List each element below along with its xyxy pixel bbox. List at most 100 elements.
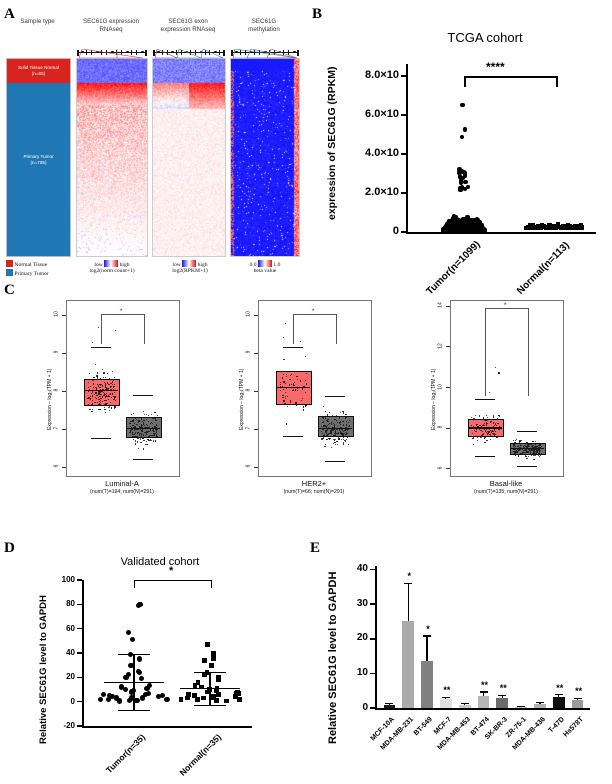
jitter-point (472, 438, 474, 440)
data-point (233, 690, 239, 696)
jitter-point (112, 386, 115, 388)
jitter-point (301, 388, 303, 390)
jitter-point (338, 417, 341, 419)
jitter-point (90, 398, 92, 400)
jitter-point (112, 389, 114, 391)
jitter-point (282, 374, 284, 376)
jitter-point (146, 418, 148, 421)
jitter-point (282, 394, 284, 396)
jitter-point (481, 425, 483, 427)
jitter-point (521, 448, 523, 450)
jitter-point (342, 425, 345, 427)
jitter-point (92, 380, 94, 382)
jitter-point (134, 427, 136, 430)
jitter-point (327, 433, 329, 436)
jitter-point (487, 435, 489, 437)
significance-bracket (485, 308, 529, 396)
jitter-point (491, 430, 494, 432)
jitter-point (143, 439, 145, 441)
y-axis-tick (370, 707, 375, 709)
jitter-point (155, 430, 158, 432)
y-axis-tick (370, 672, 375, 675)
jitter-point (295, 402, 297, 404)
jitter-point (111, 407, 113, 409)
jitter-point (103, 406, 105, 408)
jitter-point (324, 430, 326, 433)
jitter-point (531, 453, 533, 455)
hmA2-canvas (153, 59, 225, 256)
jitter-point (480, 427, 483, 429)
jitter-point (321, 438, 323, 440)
x-axis-group-label: Normal(n=35) (177, 732, 224, 778)
bar (402, 621, 415, 708)
y-axis-tick (77, 652, 82, 654)
y-axis-tick-label: 10 (245, 311, 252, 317)
legend-scale-high: 1.0 (273, 262, 281, 268)
whisker-upper (283, 346, 303, 348)
jitter-point (513, 445, 515, 447)
jitter-point (136, 423, 138, 426)
panel-c-subplot: * 6 8 10 12 14 Expression − log₂(TPM + 1) Basal… (431, 300, 564, 495)
jitter-point (524, 454, 526, 457)
jitter-point (513, 446, 515, 448)
jitter-point (345, 416, 347, 418)
data-point (477, 220, 483, 226)
jitter-point (96, 395, 98, 397)
jitter-point (332, 430, 334, 432)
jitter-point (112, 370, 114, 373)
x-axis-sublabel: (num(T)=135; num(N)=291) (474, 489, 538, 495)
jitter-point (492, 435, 494, 438)
sample-block-normal (7, 59, 70, 83)
jitter-point (341, 433, 343, 435)
jitter-point (484, 437, 486, 439)
jitter-point (339, 421, 341, 423)
jitter-point (538, 448, 541, 450)
jitter-point (498, 435, 500, 437)
jitter-point (538, 452, 540, 454)
jitter-point (535, 453, 537, 455)
jitter-point (92, 395, 94, 397)
jitter-point (347, 436, 349, 438)
significance-label: ** (499, 683, 507, 694)
jitter-point (476, 423, 479, 425)
data-point (214, 688, 220, 694)
jitter-point (293, 388, 295, 391)
data-point (126, 697, 132, 704)
data-point (460, 175, 465, 181)
jitter-point (329, 438, 331, 441)
jitter-point (342, 436, 344, 438)
y-axis-tick-label: 10 (53, 311, 60, 317)
significance-label: * (312, 309, 315, 316)
jitter-point (525, 447, 528, 450)
legend-label-normal: Normal Tissue (14, 262, 48, 268)
y-axis-tick-label: 40 (356, 563, 368, 575)
jitter-point (487, 430, 489, 433)
jitter-point (108, 395, 110, 397)
jitter-point (105, 399, 107, 401)
jitter-point (131, 413, 133, 415)
jitter-point (527, 451, 529, 453)
jitter-point (532, 451, 534, 453)
error-bar (445, 697, 447, 700)
jitter-point (147, 415, 149, 417)
jitter-point (153, 427, 155, 430)
jitter-point (98, 395, 100, 398)
jitter-point (524, 451, 526, 453)
jitter-point (527, 455, 530, 457)
median-line (468, 427, 502, 429)
jitter-point (531, 449, 533, 452)
jitter-point (334, 424, 336, 426)
jitter-point (540, 454, 542, 456)
jitter-point (323, 437, 325, 439)
jitter-point (533, 447, 535, 449)
jitter-point (326, 424, 328, 427)
column-header-line2: RNAseq (99, 26, 123, 33)
jitter-point (338, 429, 340, 431)
jitter-point (155, 431, 157, 433)
error-bar-cap (517, 705, 526, 707)
data-point (456, 227, 461, 233)
jitter-point (495, 366, 497, 369)
jitter-point (132, 438, 135, 441)
jitter-point (342, 430, 344, 432)
jitter-point (327, 432, 329, 435)
